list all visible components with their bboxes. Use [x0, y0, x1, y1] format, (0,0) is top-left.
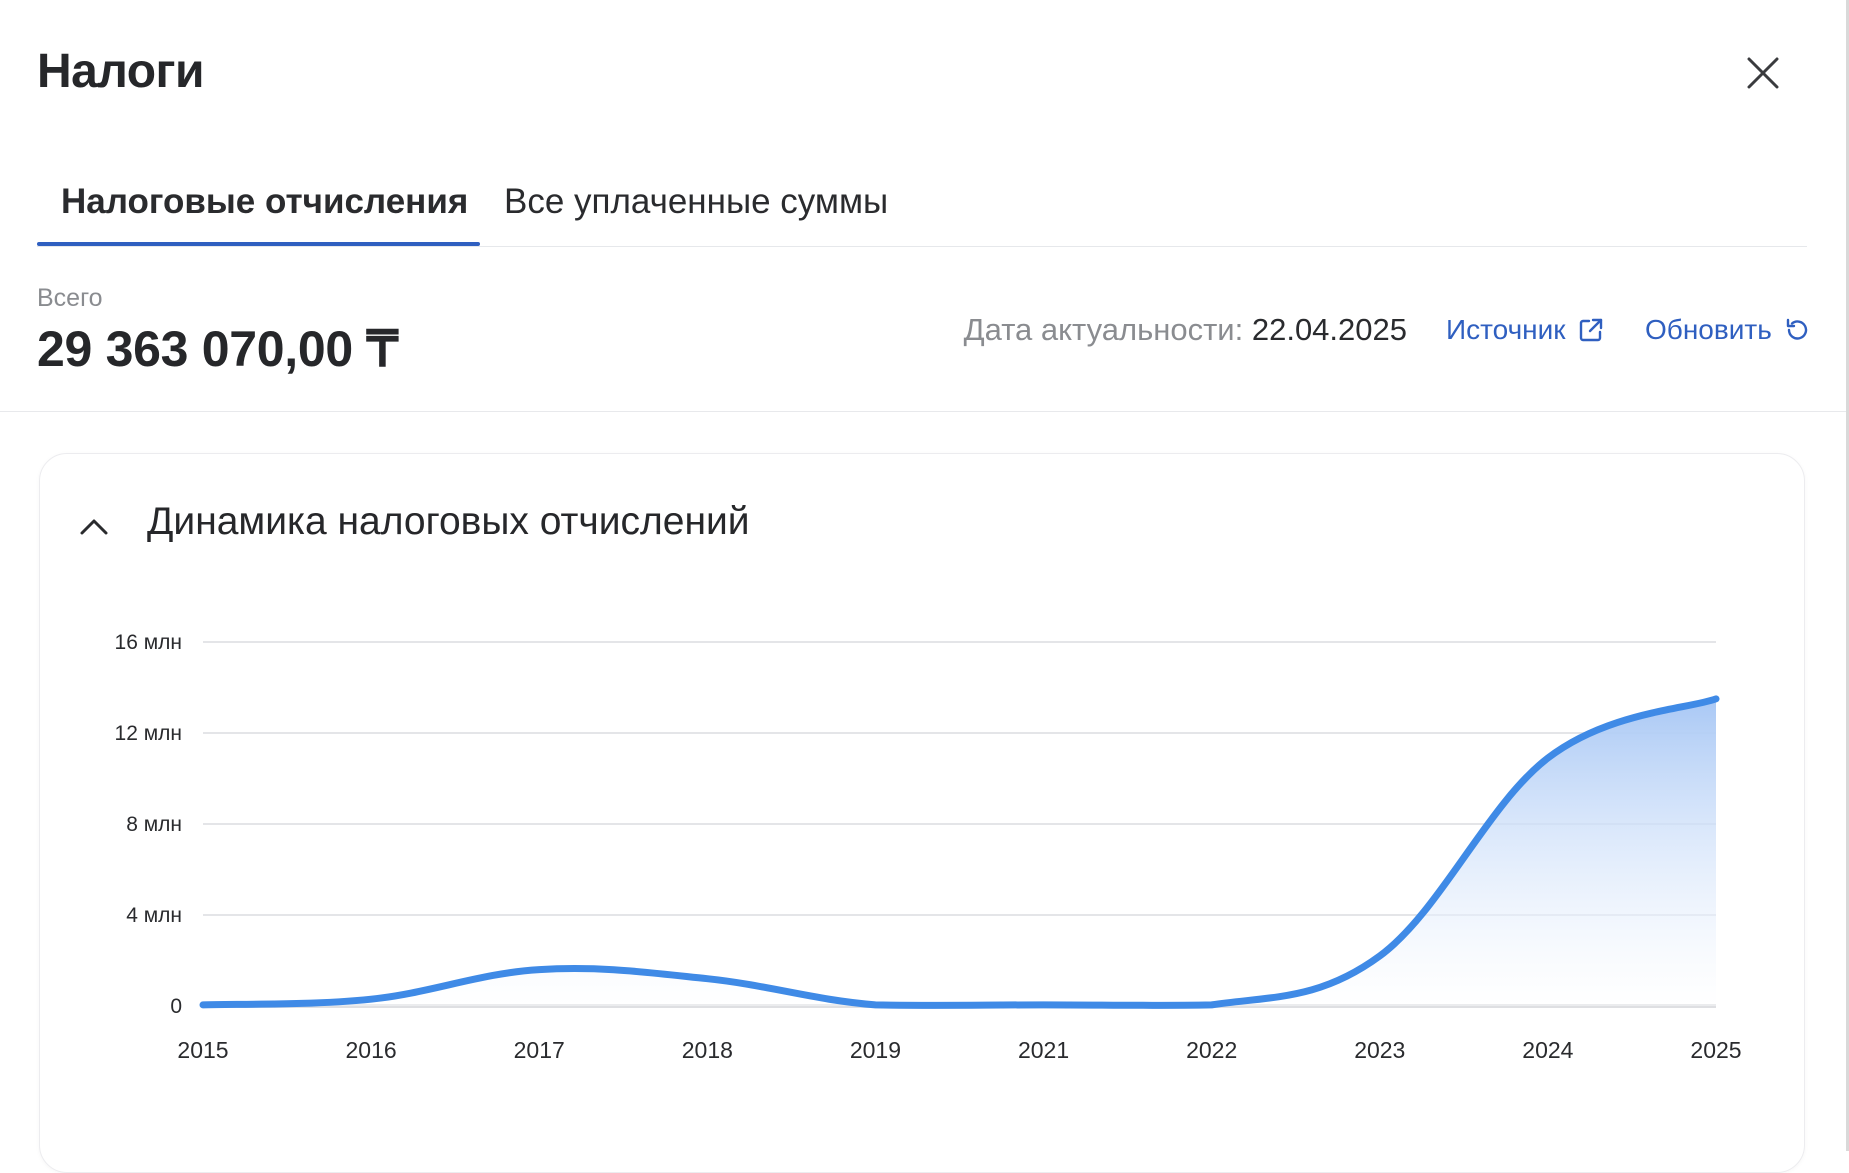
active-tab-indicator [37, 242, 480, 246]
source-link[interactable]: Источник [1446, 314, 1604, 346]
collapse-button[interactable] [72, 505, 116, 549]
close-button[interactable] [1740, 50, 1786, 96]
external-link-icon [1578, 317, 1604, 343]
card-title: Динамика налоговых отчислений [147, 500, 750, 544]
tab-all-paid-amounts[interactable]: Все уплаченные суммы [504, 182, 888, 222]
chevron-up-icon [79, 517, 109, 537]
section-divider [0, 411, 1849, 412]
refresh-button[interactable]: Обновить [1645, 314, 1810, 346]
refresh-label: Обновить [1645, 314, 1772, 346]
refresh-icon [1784, 317, 1810, 343]
modal-title: Налоги [37, 44, 204, 99]
total-value: 29 363 070,00 ₸ [37, 320, 398, 378]
tax-dynamics-card [39, 453, 1805, 1173]
actuality-date: Дата актуальности: 22.04.2025 [964, 312, 1407, 348]
total-label: Всего [37, 284, 103, 313]
close-icon [1746, 56, 1780, 90]
tab-tax-deductions[interactable]: Налоговые отчисления [61, 182, 468, 222]
source-label: Источник [1446, 314, 1566, 346]
actuality-label: Дата актуальности: [964, 312, 1244, 347]
actuality-value: 22.04.2025 [1252, 312, 1407, 347]
tabs-bar: Налоговые отчисления Все уплаченные сумм… [37, 170, 1807, 247]
